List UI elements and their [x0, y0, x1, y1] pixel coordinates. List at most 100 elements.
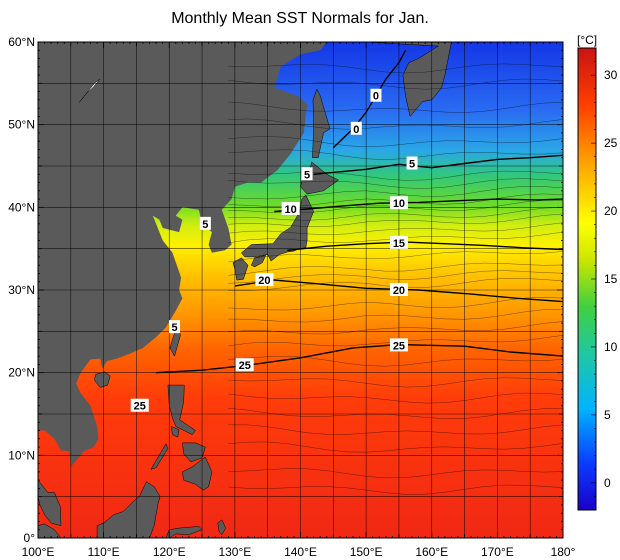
contour-label-bg — [130, 398, 149, 412]
land-borneo — [96, 481, 161, 538]
colorbar-tick-label: 5 — [604, 408, 611, 422]
colorbar-unit-label: [°C] — [577, 33, 597, 47]
isotherm-line — [228, 424, 563, 435]
isotherm-line — [228, 356, 563, 367]
y-axis-ticks: 0° 10°N 20°N 30°N 40°N 50°N 60°N — [8, 35, 563, 545]
isotherm-line — [228, 136, 563, 147]
isotherm-line — [228, 78, 563, 90]
colorbar-tick-label: 30 — [604, 68, 618, 82]
colorbar-tick-label: 20 — [604, 204, 618, 218]
contour-label: 5 — [304, 169, 310, 181]
contour-label-bg — [169, 320, 180, 334]
x-tick-label: 160°E — [415, 545, 448, 559]
colorbar-tick-label: 10 — [604, 340, 618, 354]
land-sumatra — [38, 523, 62, 538]
contour-label-bg — [389, 283, 408, 296]
contour-label-bg — [389, 235, 408, 249]
isotherm-line — [228, 377, 563, 388]
x-tick-label: 110°E — [88, 545, 120, 559]
contour-label-bg — [350, 121, 362, 135]
land-halmahera — [217, 519, 226, 536]
colorbar-tick-label: 0 — [604, 476, 611, 490]
y-tick-label: 60°N — [8, 35, 35, 49]
isotherm-line — [228, 441, 563, 453]
land-kamchatka — [366, 42, 452, 117]
isotherm-line — [228, 213, 563, 227]
isotherm-line — [228, 308, 563, 323]
isotherm-contours — [156, 49, 563, 495]
land-sakhalin — [312, 88, 331, 158]
isotherm-line — [228, 407, 563, 419]
isotherm-line — [228, 484, 563, 495]
land-malay-peninsula — [38, 479, 62, 526]
contour-label: 10 — [285, 204, 297, 216]
isotherm-line — [228, 101, 563, 113]
isotherm-line — [228, 270, 563, 284]
contour-label-bg — [389, 338, 408, 352]
contour-label: 25 — [134, 401, 146, 413]
isotherm-line — [228, 207, 563, 221]
isotherm-line — [228, 149, 563, 160]
x-tick-label: 130°E — [218, 545, 251, 559]
contour-label-bg — [255, 273, 274, 287]
y-tick-label: 50°N — [8, 118, 35, 132]
x-tick-label: 120°E — [153, 545, 186, 559]
land-asia — [38, 42, 327, 467]
contour-label: 15 — [393, 238, 405, 250]
isotherm-line — [228, 262, 563, 276]
contour-labels: 0 0 5 5 10 10 15 5 20 20 5 25 25 25 — [130, 88, 418, 413]
y-tick-label: 20°N — [8, 366, 35, 380]
contour-label-bg — [301, 167, 313, 181]
land-mindanao — [182, 456, 213, 491]
isotherm-line — [228, 170, 563, 181]
contour-label-bg — [199, 216, 211, 230]
contour-label: 5 — [202, 219, 208, 231]
contour-label: 25 — [393, 340, 405, 352]
contour-label-bg — [389, 196, 408, 210]
contour-label: 20 — [393, 285, 405, 297]
x-tick-label: 150°E — [350, 545, 383, 559]
contour-label-bg — [406, 156, 418, 170]
x-tick-label: 140°E — [284, 545, 317, 559]
contour-label-bg — [370, 88, 382, 102]
page-title: Monthly Mean SST Normals for Jan. — [171, 10, 429, 27]
isotherm-line — [228, 222, 563, 235]
isotherm-line — [228, 186, 563, 200]
isotherm-line — [228, 468, 563, 479]
colorbar-tick-label: 15 — [604, 272, 618, 286]
contour-label: 0 — [373, 91, 379, 103]
isotherm-line — [228, 392, 563, 404]
x-tick-label: 170°E — [481, 545, 514, 559]
colorbar-tick-label: 25 — [604, 136, 618, 150]
land-luzon — [167, 384, 196, 436]
colorbar-ticks: 0 5 10 15 20 25 30 — [591, 47, 618, 511]
graticule-grid — [38, 42, 563, 538]
isotherm-line — [156, 343, 563, 374]
contour-label: 25 — [239, 360, 251, 372]
contour-label: 5 — [171, 322, 177, 334]
contour-label: 0 — [353, 124, 359, 136]
x-tick-label: 100°E — [22, 545, 55, 559]
contour-label: 20 — [258, 275, 270, 287]
colorbar: [°C] 0 5 10 15 20 25 30 — [577, 33, 618, 511]
x-tick-label: 180° — [551, 545, 576, 559]
land-palawan — [150, 443, 169, 470]
map-area: 0 0 5 5 10 10 15 5 20 20 5 25 25 25 — [38, 42, 563, 538]
y-tick-label: 0° — [24, 531, 36, 545]
isotherm-line — [274, 198, 563, 213]
y-tick-label: 40°N — [8, 200, 35, 214]
contour-label-bg — [235, 358, 254, 372]
land-mindoro — [170, 425, 180, 438]
contour-label: 10 — [393, 198, 405, 210]
isotherm-line — [228, 297, 563, 311]
land-lake-baikal-island — [79, 79, 100, 103]
isotherm-line — [228, 63, 563, 74]
y-tick-label: 10°N — [8, 448, 35, 462]
x-axis-ticks: 100°E 110°E 120°E 130°E 140°E 150°E 160°E 170°E… — [22, 42, 576, 559]
isotherm-line — [228, 178, 563, 189]
contour-label: 5 — [409, 159, 415, 171]
isotherm-line — [228, 321, 563, 335]
contour-label-bg — [281, 201, 300, 215]
y-tick-label: 30°N — [8, 283, 35, 297]
